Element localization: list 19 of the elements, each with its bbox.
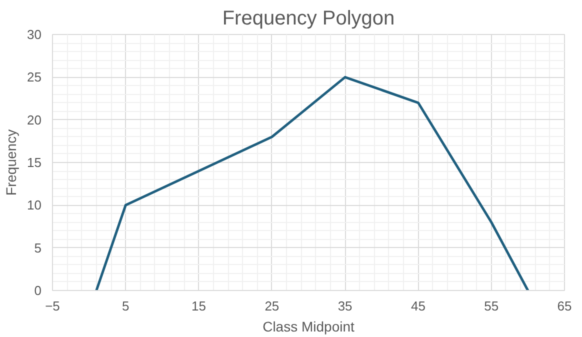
y-tick-label: 15 bbox=[27, 155, 42, 170]
x-tick-label: 45 bbox=[410, 298, 426, 314]
chart-title: Frequency Polygon bbox=[222, 8, 395, 30]
line-series bbox=[95, 76, 530, 290]
y-tick-label: 30 bbox=[27, 27, 42, 42]
y-tick-label: 0 bbox=[34, 283, 42, 298]
y-axis-title: Frequency bbox=[3, 129, 20, 196]
x-tick-label: 5 bbox=[122, 298, 130, 314]
y-tick-label: 10 bbox=[27, 198, 42, 213]
x-axis-title: Class Midpoint bbox=[262, 318, 355, 334]
x-tick-label: 35 bbox=[338, 298, 352, 314]
x-tick-label: 55 bbox=[484, 298, 499, 314]
x-tick-label: 25 bbox=[264, 298, 280, 314]
x-tick-label: 65 bbox=[557, 298, 572, 314]
y-tick-label: 5 bbox=[34, 240, 42, 256]
x-tick-label: 15 bbox=[192, 298, 206, 314]
x-tick-label: −5 bbox=[45, 298, 60, 314]
y-tick-label: 25 bbox=[27, 70, 42, 85]
y-tick-label: 20 bbox=[27, 112, 42, 128]
